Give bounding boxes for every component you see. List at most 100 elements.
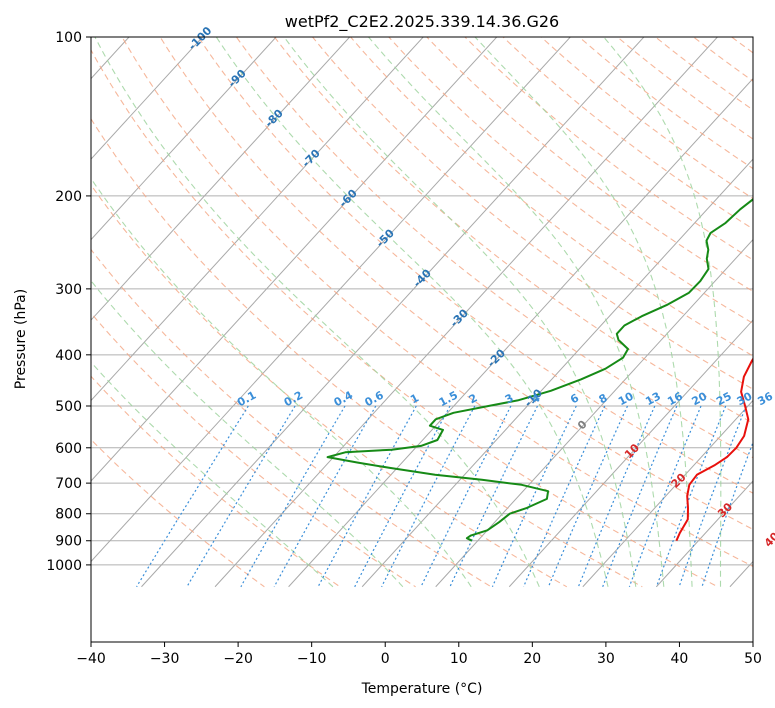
mixing-ratio-label: 36 [755, 389, 775, 408]
x-tick-label: 20 [523, 651, 541, 667]
mixing-ratio-line [381, 405, 476, 588]
dry-adiabat [235, 37, 753, 459]
mixing-ratio-label: 13 [643, 390, 663, 409]
y-axis-ticks: 100 200 300 400 500 600 700 800 900 1000 [46, 30, 91, 574]
y-tick-label: 600 [55, 441, 82, 457]
mixing-ratio-label: 2 [467, 391, 480, 406]
y-tick-label: 500 [55, 399, 82, 415]
mixing-ratio-line [420, 405, 512, 588]
x-tick-label: −30 [150, 651, 180, 667]
mixing-ratio-line [354, 405, 451, 588]
mixing-ratio-line [186, 405, 296, 588]
skewed-isotherms [91, 37, 753, 588]
moist-adiabat [91, 279, 404, 588]
moist-adiabat [94, 37, 540, 588]
mixing-ratio-line [655, 405, 727, 587]
isotherm-label: -100 [186, 24, 215, 53]
isotherm-line [361, 158, 753, 588]
x-axis-label: Temperature (°C) [361, 681, 483, 697]
mixing-ratio-line [136, 405, 249, 588]
moist-adiabat [474, 37, 693, 587]
mixing-ratio-line [628, 405, 702, 587]
mixing-ratio-label: 16 [665, 389, 685, 408]
mixing-ratio-line [547, 405, 629, 588]
dry-adiabat [273, 37, 753, 424]
isotherm-line [582, 399, 753, 588]
dry-adiabat [388, 37, 753, 324]
isotherm-label: 40 [762, 529, 775, 549]
dry-adiabat [121, 37, 753, 568]
dry-adiabat [91, 312, 416, 588]
x-tick-label: 0 [381, 651, 390, 667]
x-tick-label: 10 [450, 651, 468, 667]
y-axis-label: Pressure (hPa) [13, 289, 29, 389]
dry-adiabat [91, 49, 719, 588]
dry-adiabat [91, 184, 568, 588]
dry-adiabat [91, 438, 265, 588]
y-tick-label: 200 [55, 189, 82, 205]
mixing-ratio-line [273, 405, 377, 588]
isotherm-line [91, 37, 498, 482]
x-tick-label: −40 [76, 651, 106, 667]
profile-lines [326, 198, 753, 542]
y-tick-label: 800 [55, 507, 82, 523]
isotherm-line [214, 37, 719, 588]
moist-adiabat [283, 37, 637, 587]
mixing-ratio-lines [136, 405, 753, 588]
y-tick-label: 700 [55, 476, 82, 492]
x-tick-label: 50 [744, 651, 762, 667]
dry-adiabat [159, 37, 753, 531]
mixing-ratio-line [240, 405, 346, 588]
x-axis-ticks: −40 −30 −20 −10 0 10 20 30 40 50 [76, 642, 762, 667]
mixing-ratio-line [678, 405, 747, 587]
dry-adiabat [91, 117, 643, 588]
x-tick-label: −10 [297, 651, 327, 667]
isotherm-line [288, 77, 753, 588]
moist-adiabat [215, 37, 609, 587]
x-tick-label: −20 [223, 651, 253, 667]
dry-adiabats [91, 37, 753, 588]
moist-adiabat [91, 177, 472, 588]
mixing-ratio-label: 10 [616, 389, 636, 408]
mixing-ratio-label: 3 [503, 391, 516, 406]
y-tick-label: 900 [55, 534, 82, 550]
mixing-ratio-line [577, 405, 656, 588]
dry-adiabat [540, 37, 753, 200]
isotherm-line [91, 37, 351, 321]
mixing-ratio-line [701, 440, 753, 587]
mixing-ratio-label: 30 [735, 389, 755, 408]
dewpoint-profile-line [326, 198, 753, 542]
isotherm-line [508, 319, 753, 588]
chart-title: wetPf2_C2E2.2025.339.14.36.G26 [285, 12, 559, 32]
mixing-ratio-line [491, 405, 577, 588]
dry-adiabat [578, 37, 753, 170]
isotherm-line [91, 37, 277, 241]
y-tick-label: 100 [55, 30, 82, 46]
dry-adiabat [91, 248, 492, 588]
moist-adiabats [91, 37, 722, 588]
isotherm-line [91, 37, 572, 563]
x-tick-label: 30 [597, 651, 615, 667]
mixing-ratio-label: 25 [714, 390, 734, 409]
dry-adiabat [311, 37, 753, 390]
dry-adiabat [616, 37, 753, 140]
isotherm-line [435, 238, 753, 588]
isotherm-line [91, 37, 204, 160]
pressure-gridlines [91, 37, 753, 566]
mixing-ratio-line [317, 405, 417, 588]
isotherm-line [91, 37, 424, 402]
x-tick-label: 40 [670, 651, 688, 667]
dry-adiabat [197, 37, 753, 494]
mixing-ratio-line [523, 405, 606, 588]
y-tick-label: 400 [55, 348, 82, 364]
mixing-ratio-label: 6 [568, 391, 581, 406]
dry-adiabat [502, 37, 753, 230]
y-tick-label: 300 [55, 282, 82, 298]
isotherm-line [656, 480, 753, 588]
dry-adiabat [426, 37, 753, 292]
temperature-profile-line [675, 357, 753, 542]
moist-adiabat [367, 37, 665, 587]
mixing-ratio-line [449, 405, 539, 588]
